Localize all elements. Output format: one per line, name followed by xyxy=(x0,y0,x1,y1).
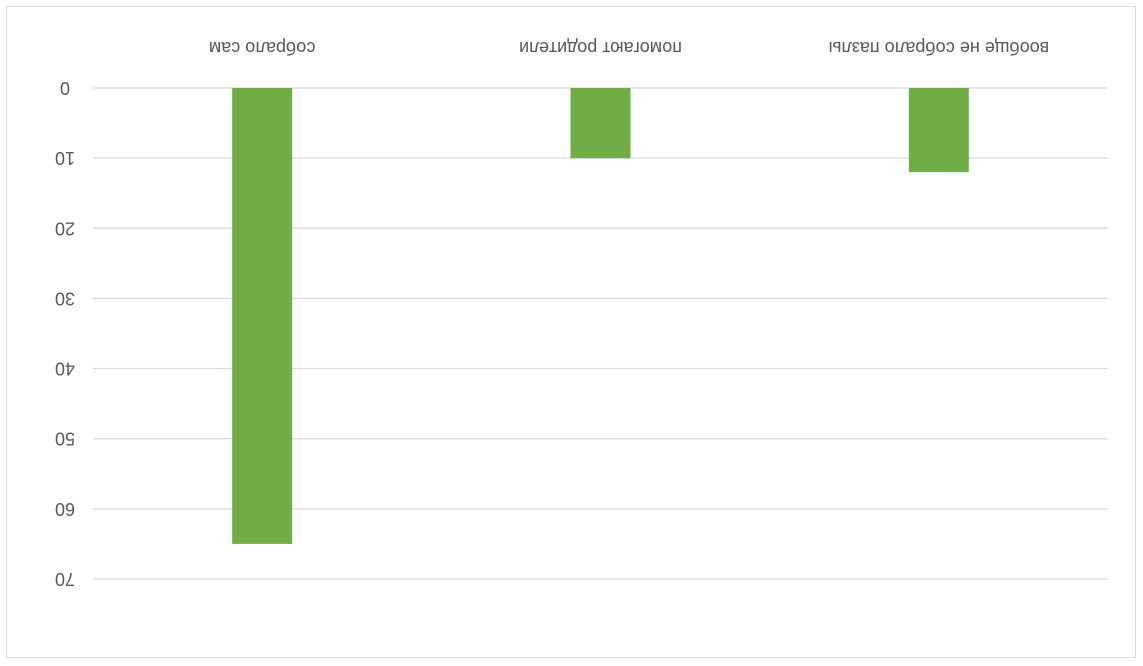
bar-3 xyxy=(908,88,969,173)
y-tick-label-30: 30 xyxy=(55,288,75,308)
y-tick-label-40: 40 xyxy=(55,359,75,379)
bar-2 xyxy=(570,88,631,159)
bars xyxy=(232,88,969,544)
y-tick-label-0: 0 xyxy=(60,78,70,98)
y-tick-label-50: 50 xyxy=(55,429,75,449)
bar-1 xyxy=(232,88,293,544)
y-tick-label-60: 60 xyxy=(55,499,75,519)
y-tick-labels: 0 10 20 30 40 50 60 70 xyxy=(55,78,75,589)
category-labels: собрало сам помогают родители вообще не со… xyxy=(209,38,1049,58)
y-tick-label-20: 20 xyxy=(55,218,75,238)
category-label-3: вообще не собрало пазлы xyxy=(829,38,1050,58)
y-tick-label-10: 10 xyxy=(55,148,75,168)
category-label-2: помогают родители xyxy=(519,38,682,58)
category-label-1: собрало сам xyxy=(209,38,316,58)
y-tick-label-70: 70 xyxy=(55,569,75,589)
